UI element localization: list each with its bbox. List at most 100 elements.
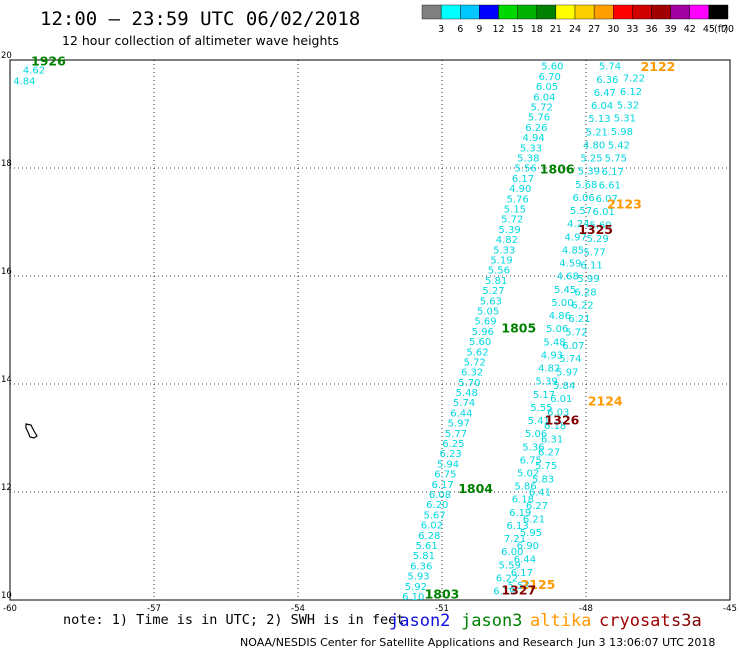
wave-height-value: 6.12 <box>620 87 642 98</box>
colorbar-swatch <box>517 4 537 20</box>
y-tick-label: 18 <box>1 159 12 169</box>
wave-height-value: 6.18 <box>544 421 566 432</box>
wave-height-value: 5.86 <box>514 482 536 493</box>
wave-height-value: 6.27 <box>526 501 548 512</box>
satellite-tracks: 6.105.925.936.365.815.616.286.025.676.20… <box>13 62 645 603</box>
wave-height-value: 6.19 <box>493 587 515 598</box>
wave-height-value: 5.33 <box>520 143 542 154</box>
legend-s3a: s3a <box>671 611 702 631</box>
wave-height-value: 5.76 <box>528 113 550 124</box>
wave-height-value: 5.48 <box>456 388 478 399</box>
wave-height-value: 5.96 <box>472 327 494 338</box>
legend-cryosat: cryosat <box>599 611 671 631</box>
wave-height-value: 5.39 <box>536 377 558 388</box>
y-tick-label: 10 <box>1 591 12 601</box>
wave-height-value: 5.06 <box>525 429 547 440</box>
wave-height-value: 5.25 <box>580 154 602 165</box>
wave-height-value: 4.82 <box>496 235 518 246</box>
colorbar-swatch <box>555 4 576 20</box>
wave-height-value: 6.44 <box>450 408 472 419</box>
wave-height-value: 5.70 <box>458 378 480 389</box>
colorbar-label: 70 <box>722 24 734 35</box>
wave-height-value: 5.75 <box>535 461 557 472</box>
wave-height-value: 6.20 <box>426 500 448 511</box>
legend-jason2: jason2 <box>389 611 450 631</box>
legend-jason3: jason3 <box>461 611 522 631</box>
wave-height-value: 5.56 <box>514 164 536 175</box>
colorbar-swatch <box>651 4 671 20</box>
wave-height-value: 5.36 <box>522 442 544 453</box>
island-outline <box>25 423 38 439</box>
wave-height-value: 6.23 <box>440 449 462 460</box>
wave-height-value: 5.33 <box>493 245 515 256</box>
wave-height-value: 7.22 <box>623 74 645 85</box>
wave-height-value: 5.39 <box>498 225 520 236</box>
wave-height-value: 5.02 <box>517 469 539 480</box>
pass-id-label: 2125 <box>521 577 556 592</box>
wave-height-value: 5.93 <box>407 572 429 583</box>
wave-height-value: 6.18 <box>512 495 534 506</box>
grid-lines <box>10 60 730 600</box>
wave-height-value: 6.61 <box>599 180 621 191</box>
y-tick-label: 12 <box>1 483 12 493</box>
pass-id-label: 1805 <box>501 321 536 336</box>
colorbar-label: 39 <box>665 24 677 35</box>
pass-id-label: 1926 <box>31 53 66 68</box>
wave-height-value: 4.80 <box>583 140 605 151</box>
wave-height-value: 5.83 <box>532 474 554 485</box>
colorbar-label: 45 <box>703 24 715 35</box>
wave-height-value: 5.15 <box>504 204 526 215</box>
wave-height-value: 6.02 <box>421 521 443 532</box>
colorbar-swatch <box>440 4 461 20</box>
colorbar-swatch <box>536 4 557 20</box>
wave-height-value: 4.24 <box>567 219 589 230</box>
wave-height-value: 5.41 <box>528 416 550 427</box>
wave-height-value: 5.72 <box>531 103 553 114</box>
wave-height-value: 6.31 <box>541 434 563 445</box>
wave-height-value: 6.75 <box>434 470 456 481</box>
colorbar-unit: (ft) <box>714 24 728 35</box>
colorbar-swatch <box>479 4 499 20</box>
wave-height-value: 4.86 <box>549 311 571 322</box>
wave-height-value: 5.61 <box>415 541 437 552</box>
wave-height-value: 4.97 <box>565 232 587 243</box>
colorbar-swatch <box>613 4 633 20</box>
wave-height-value: 6.10 <box>402 592 424 603</box>
wave-height-value: 6.27 <box>538 448 560 459</box>
x-tick-label: -57 <box>147 604 161 614</box>
wave-height-value: 5.94 <box>437 459 459 470</box>
wave-height-value: 6.01 <box>593 207 615 218</box>
wave-height-value: 6.22 <box>571 301 593 312</box>
wave-height-value: 6.17 <box>432 480 454 491</box>
wave-height-value: 5.31 <box>614 114 636 125</box>
wave-height-value: 5.57 <box>570 206 592 217</box>
wave-height-value: 6.32 <box>461 368 483 379</box>
colorbar-label: 30 <box>607 24 619 35</box>
wave-height-value: 5.75 <box>605 154 627 165</box>
wave-height-value: 4.62 <box>23 66 45 77</box>
y-tick-label: 16 <box>1 267 12 277</box>
colorbar-label: 18 <box>531 24 543 35</box>
wave-height-value: 5.42 <box>608 140 630 151</box>
wave-height-value: 6.17 <box>512 174 534 185</box>
wave-height-value: 5.84 <box>553 381 575 392</box>
wave-height-value: 5.77 <box>445 429 467 440</box>
pass-id-label: 1806 <box>540 161 575 176</box>
wave-height-value: 4.90 <box>509 184 531 195</box>
wave-height-value: 5.60 <box>469 337 491 348</box>
colorbar-label: 33 <box>626 24 638 35</box>
colorbar-swatch <box>632 4 652 20</box>
wave-height-value: 6.21 <box>523 514 545 525</box>
wave-height-value: 5.98 <box>611 127 633 138</box>
x-tick-label: -51 <box>435 604 449 614</box>
wave-height-value: 5.72 <box>501 215 523 226</box>
wave-height-value: 6.00 <box>501 547 523 558</box>
wave-height-value: 4.59 <box>559 259 581 270</box>
wave-height-value: 5.29 <box>586 234 608 245</box>
wave-height-value: 6.25 <box>442 439 464 450</box>
wave-height-value: 5.21 <box>586 127 608 138</box>
y-tick-label: 20 <box>1 51 12 61</box>
wave-height-value: 4.85 <box>562 245 584 256</box>
wave-height-value: 6.07 <box>562 341 584 352</box>
pass-id-label: 1803 <box>425 586 460 601</box>
